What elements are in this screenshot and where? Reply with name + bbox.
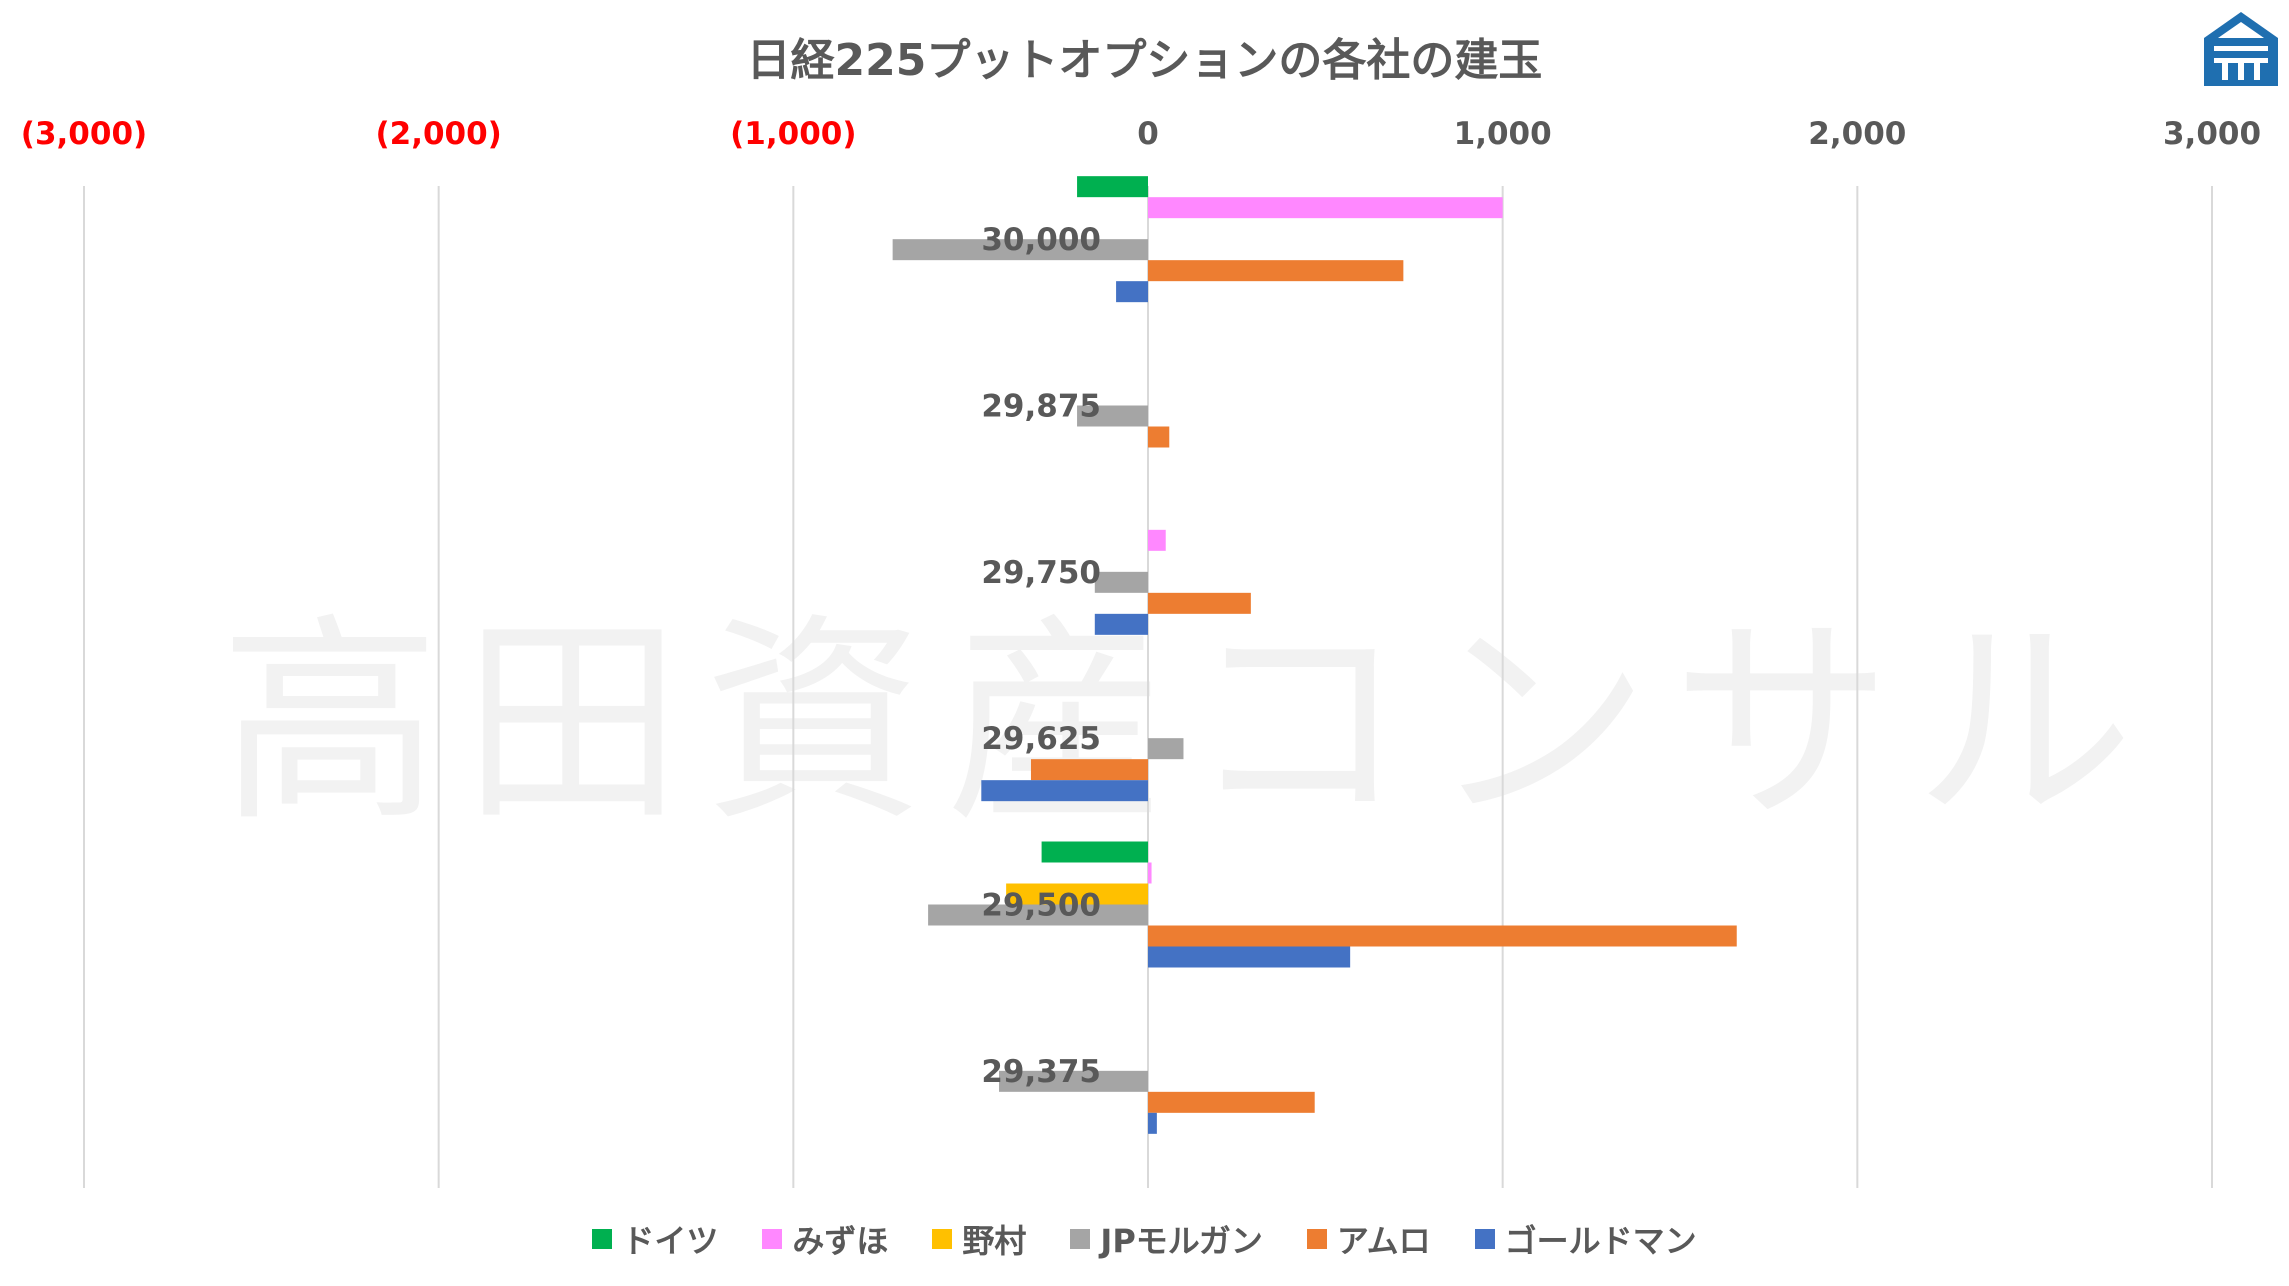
bar-29,500-ドイツ [1041, 841, 1148, 863]
legend-item: 野村 [932, 1216, 1026, 1262]
bar-29,875-JPモルガン [1077, 405, 1148, 427]
bar-29,750-アムロ [1148, 592, 1251, 614]
bar-29,625-ゴールドマン [981, 780, 1148, 802]
x-tick-label: (3,000) [21, 116, 147, 152]
bar-29,750-みずほ [1148, 529, 1166, 551]
x-tick-label: 1,000 [1454, 116, 1552, 152]
legend-label: 野村 [962, 1222, 1027, 1260]
bar-29,500-JPモルガン [928, 904, 1148, 926]
bar-29,625-アムロ [1030, 759, 1148, 781]
legend-item: アムロ [1306, 1216, 1431, 1262]
legend-label: ドイツ [622, 1222, 719, 1260]
bar-29,500-ゴールドマン [1148, 946, 1351, 968]
legend: ドイツ みずほ 野村 JPモルガン アムロ ゴールドマン [0, 1216, 2289, 1262]
legend-swatch [762, 1229, 783, 1249]
x-tick-label: 2,000 [1808, 116, 1906, 152]
bar-30,000-みずほ [1148, 197, 1503, 219]
legend-label: ゴールドマン [1504, 1222, 1697, 1260]
bar-29,375-JPモルガン [999, 1070, 1148, 1092]
category-label: 29,625 [981, 721, 1101, 757]
legend-label: アムロ [1336, 1222, 1431, 1260]
x-tick-labels: (3,000) (2,000) (1,000) 0 1,000 2,000 3,000 [21, 116, 2261, 152]
bar-30,000-JPモルガン [892, 239, 1148, 261]
bar-29,750-JPモルガン [1094, 571, 1148, 593]
category-label: 30,000 [981, 222, 1101, 258]
x-tick-label: (2,000) [375, 116, 501, 152]
legend-item: ゴールドマン [1474, 1216, 1697, 1262]
category-label: 29,500 [981, 888, 1101, 924]
x-tick-label: 0 [1137, 116, 1159, 152]
bar-30,000-ゴールドマン [1116, 281, 1148, 303]
bars [892, 176, 1737, 1134]
legend-label: JPモルガン [1100, 1222, 1263, 1260]
legend-swatch [1306, 1229, 1327, 1249]
legend-swatch [1474, 1229, 1495, 1249]
legend-swatch [932, 1229, 953, 1249]
category-label: 29,375 [981, 1054, 1101, 1090]
legend-item: ドイツ [592, 1216, 718, 1262]
bar-29,500-みずほ [1148, 862, 1152, 884]
house-logo-icon [2204, 12, 2278, 86]
x-tick-label: (1,000) [730, 116, 856, 152]
chart-title: 日経225プットオプションの各社の建玉 [746, 35, 1543, 86]
legend-swatch [592, 1229, 613, 1249]
bar-29,875-アムロ [1148, 426, 1170, 448]
bar-29,500-野村 [1006, 883, 1148, 905]
bar-30,000-アムロ [1148, 260, 1404, 282]
grid-lines [83, 186, 2213, 1188]
bar-29,625-JPモルガン [1148, 738, 1184, 760]
bar-29,375-ゴールドマン [1148, 1112, 1157, 1134]
legend-label: みずほ [792, 1222, 889, 1260]
category-labels: 30,000 29,875 29,750 29,625 29,500 29,375 [981, 222, 1101, 1090]
category-label: 29,750 [981, 555, 1101, 591]
legend-swatch [1070, 1229, 1091, 1249]
legend-item: JPモルガン [1070, 1216, 1263, 1262]
x-tick-label: 3,000 [2163, 116, 2261, 152]
bar-30,000-ドイツ [1077, 176, 1148, 198]
legend-item: みずほ [762, 1216, 888, 1262]
bar-29,375-アムロ [1148, 1091, 1315, 1113]
bar-29,750-ゴールドマン [1094, 613, 1148, 635]
bar-29,500-アムロ [1148, 925, 1737, 947]
watermark: 高田資産コンサル [220, 595, 2157, 851]
category-label: 29,875 [981, 389, 1101, 425]
